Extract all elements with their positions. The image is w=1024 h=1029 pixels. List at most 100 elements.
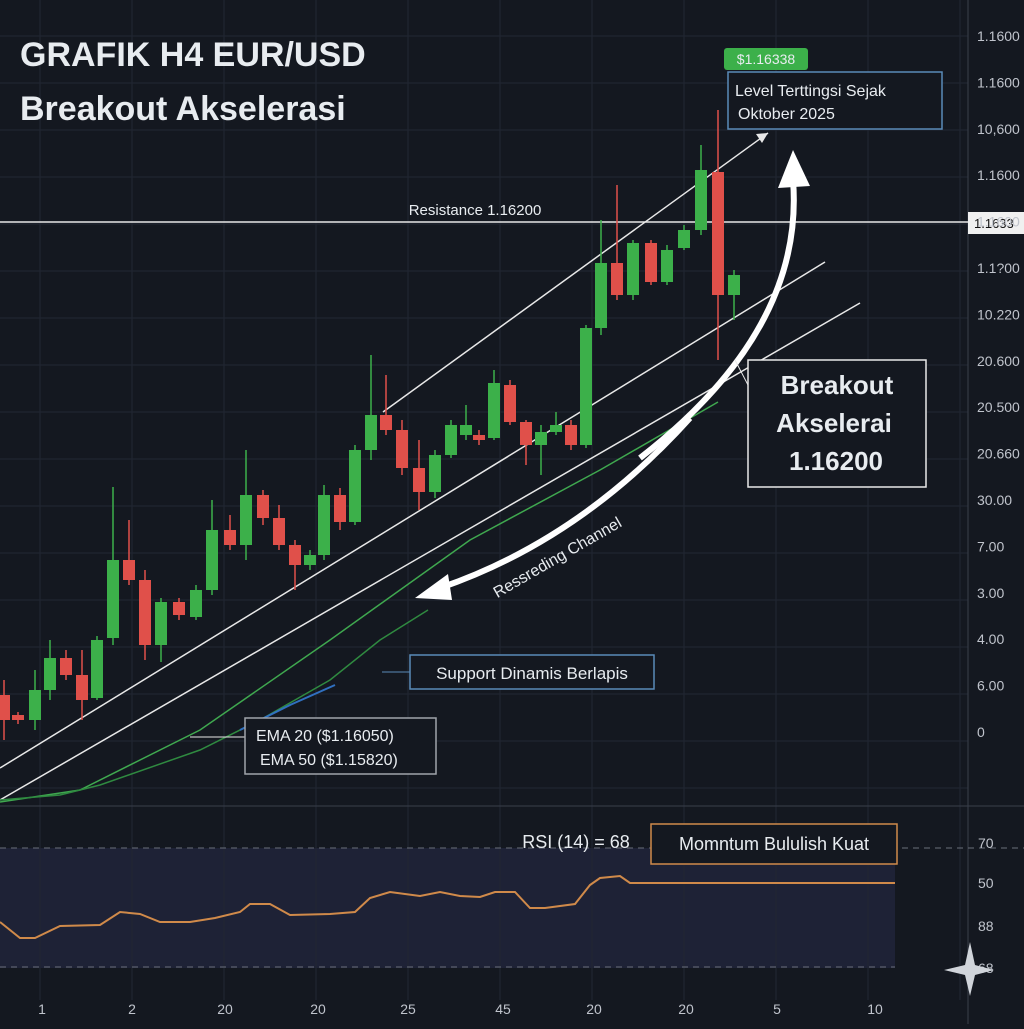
y-axis-label: 20.600 [977, 353, 1020, 369]
candle-body [520, 422, 532, 445]
candle-body [60, 658, 72, 675]
candle-body [257, 495, 269, 518]
x-axis-label: 2 [128, 1001, 136, 1017]
ema-label: EMA 20 ($1.16050) [256, 728, 394, 745]
candle-body [550, 425, 562, 432]
candle-body [661, 250, 673, 282]
x-axis-label: 20 [217, 1001, 233, 1017]
candle-body [240, 495, 252, 545]
arrow-head [415, 574, 452, 600]
candle-body [488, 383, 500, 438]
x-axis-label: 25 [400, 1001, 416, 1017]
breakout-box [747, 359, 927, 488]
breakout-line: Akselerai [776, 408, 892, 438]
candle-body [535, 432, 547, 445]
candle-body [445, 425, 457, 455]
sparkle-icon [944, 942, 994, 996]
candle-body [44, 658, 56, 690]
arrow-head [778, 150, 810, 188]
breakout-line: 1.16200 [789, 446, 883, 476]
pointer [734, 359, 749, 386]
x-axis-label: 5 [773, 1001, 781, 1017]
rsi-axis-label: 50 [978, 875, 994, 891]
candle-body [224, 530, 236, 545]
subtitle: Breakout Akselerasi [20, 90, 346, 128]
candle-body [595, 263, 607, 328]
candle-body [0, 695, 10, 720]
candle-body [712, 172, 724, 295]
candle-body [304, 555, 316, 565]
candle-body [12, 715, 24, 720]
candle-body [318, 495, 330, 555]
x-axis-label: 1 [38, 1001, 46, 1017]
y-axis-label: 4.00 [977, 631, 1004, 647]
x-axis-label: 20 [586, 1001, 602, 1017]
candle-body [460, 425, 472, 435]
candle-body [565, 425, 577, 445]
y-axis-label: 1.1600 [977, 214, 1020, 230]
y-axis-label: 1.1600 [977, 28, 1020, 44]
x-axis-label: 10 [867, 1001, 883, 1017]
rsi-panel [0, 848, 895, 968]
channel-mid [0, 261, 826, 769]
candle-body [29, 690, 41, 720]
candle-body [155, 602, 167, 645]
y-axis-label: 20.500 [977, 399, 1020, 415]
axes: 1.1600 1.1600 10,600 1.1600 1.1600 1.1?00 10.2… [38, 28, 1020, 1017]
candle-body [396, 430, 408, 468]
ema-50 [0, 609, 429, 801]
ema-box [244, 717, 437, 775]
candles [0, 110, 740, 740]
candle-body [380, 415, 392, 430]
momentum-label: Momntum Bululish Kuat [679, 834, 869, 854]
candle-body [695, 170, 707, 230]
y-axis-label: 10.220 [977, 306, 1020, 322]
y-axis-label: 20.660 [977, 446, 1020, 462]
resistance-label: Resistance 1.16200 [409, 202, 542, 219]
support-label: Support Dinamis Berlapis [436, 664, 628, 683]
candle-body [139, 580, 151, 645]
candle-body [173, 602, 185, 615]
y-axis-label: 1.1600 [977, 167, 1020, 183]
channel-arrow [439, 415, 693, 591]
price-badge-text: $1.16338 [737, 51, 796, 67]
candle-body [473, 435, 485, 440]
candle-body [273, 518, 285, 545]
price-tag [968, 212, 1024, 234]
candle-body [429, 455, 441, 492]
x-axis-label: 20 [678, 1001, 694, 1017]
candle-body [580, 328, 592, 445]
support-box [409, 654, 655, 690]
title: GRAFIK H4 EUR/USD [20, 36, 366, 74]
candle-body [678, 230, 690, 248]
y-axis-label: 1.1?00 [977, 260, 1020, 276]
candle-body [365, 415, 377, 450]
high-level-line: Oktober 2025 [738, 106, 835, 123]
candle-body [611, 263, 623, 295]
high-level-box [727, 71, 943, 130]
candle-body [91, 640, 103, 698]
x-axis-label: 20 [310, 1001, 326, 1017]
candle-body [123, 560, 135, 580]
candle-body [289, 545, 301, 565]
candle-body [728, 275, 740, 295]
rsi-label: RSI (14) = 68 [522, 832, 630, 852]
y-axis-label: 30.00 [977, 492, 1012, 508]
y-axis-label: 3.00 [977, 585, 1004, 601]
candle-body [334, 495, 346, 522]
candle-body [206, 530, 218, 590]
candle-body [349, 450, 361, 522]
breakout-arrow [638, 179, 797, 461]
arrow-head [756, 133, 768, 143]
rsi-axis-label: 88 [978, 918, 994, 934]
candle-body [190, 590, 202, 617]
y-axis-label: 0 [977, 724, 985, 740]
high-level-line: Level Terttingsi Sejak [735, 83, 887, 100]
candle-body [645, 243, 657, 282]
candle-body [627, 243, 639, 295]
y-axis-label: 10,600 [977, 121, 1020, 137]
breakout-line: Breakout [781, 370, 894, 400]
candle-body [76, 675, 88, 700]
y-axis-label: 1.1600 [977, 74, 1020, 90]
